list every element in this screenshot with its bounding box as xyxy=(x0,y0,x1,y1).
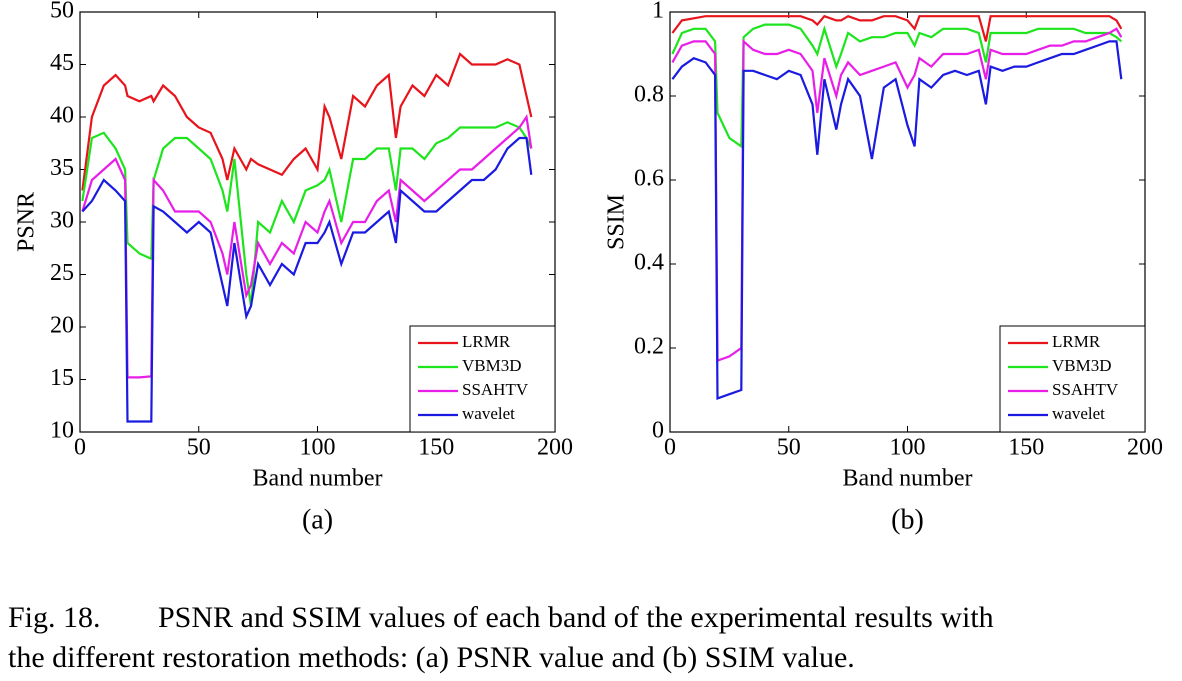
y-tick-label: 0.8 xyxy=(634,82,664,108)
y-tick-label: 1 xyxy=(652,0,664,24)
y-axis-label: PSNR xyxy=(14,192,40,252)
y-tick-label: 0.2 xyxy=(634,334,664,360)
panel-label: (b) xyxy=(891,504,924,535)
x-axis-label: Band number xyxy=(253,466,383,492)
y-tick-label: 15 xyxy=(50,365,74,391)
x-tick-label: 100 xyxy=(890,435,926,461)
y-tick-label: 45 xyxy=(50,50,74,76)
legend-label: SSAHTV xyxy=(462,380,529,399)
legend-label: wavelet xyxy=(462,404,515,423)
y-tick-label: 20 xyxy=(50,313,74,339)
x-tick-label: 150 xyxy=(1008,435,1044,461)
panel-label: (a) xyxy=(302,504,333,535)
x-tick-label: 100 xyxy=(300,435,336,461)
y-tick-label: 30 xyxy=(50,208,74,234)
series-line xyxy=(81,52,533,191)
legend-label: VBM3D xyxy=(1052,356,1112,375)
x-tick-label: 0 xyxy=(74,435,86,461)
y-tick-label: 35 xyxy=(50,155,74,181)
legend-label: LRMR xyxy=(1052,332,1101,351)
legend-label: VBM3D xyxy=(462,356,522,375)
legend-label: LRMR xyxy=(462,332,511,351)
x-tick-label: 50 xyxy=(187,435,211,461)
y-tick-label: 0 xyxy=(652,418,664,444)
y-tick-label: 40 xyxy=(50,103,74,129)
y-tick-label: 25 xyxy=(50,260,74,286)
y-tick-label: 10 xyxy=(50,418,74,444)
y-tick-label: 50 xyxy=(50,0,74,24)
y-tick-label: 0.6 xyxy=(634,166,664,192)
x-tick-label: 200 xyxy=(537,435,573,461)
x-axis-label: Band number xyxy=(843,466,973,492)
caption-line: PSNR and SSIM values of each band of the… xyxy=(158,601,994,634)
x-tick-label: 150 xyxy=(418,435,454,461)
caption-line: the different restoration methods: (a) P… xyxy=(8,641,855,674)
y-tick-label: 0.4 xyxy=(634,250,664,276)
caption-label: Fig. 18. xyxy=(8,601,101,634)
series-line xyxy=(671,40,1123,400)
x-tick-label: 0 xyxy=(664,435,676,461)
legend-label: wavelet xyxy=(1052,404,1105,423)
x-tick-label: 50 xyxy=(777,435,801,461)
legend-label: SSAHTV xyxy=(1052,380,1119,399)
y-axis-label: SSIM xyxy=(604,194,630,250)
series-line xyxy=(671,14,1123,42)
series-line xyxy=(81,136,533,423)
x-tick-label: 200 xyxy=(1127,435,1163,461)
